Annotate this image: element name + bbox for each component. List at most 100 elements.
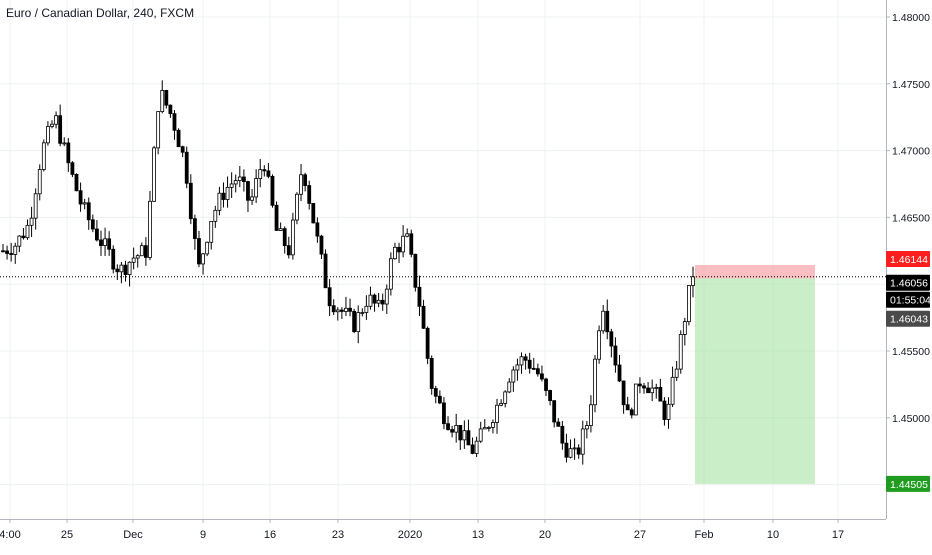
- candle-body: [625, 404, 630, 411]
- candle-body: [584, 425, 589, 430]
- target-price-label: 1.44505: [886, 475, 930, 492]
- candle-body: [642, 385, 646, 389]
- time-tick-label: Feb: [695, 529, 714, 541]
- candle-body: [401, 235, 406, 253]
- candle-body: [115, 268, 120, 273]
- candle-body: [380, 299, 385, 305]
- candle-body: [376, 299, 381, 304]
- candle-body: [217, 192, 222, 211]
- candle-body: [90, 219, 95, 230]
- candle-body: [286, 245, 291, 256]
- candle-body: [478, 428, 483, 442]
- candle-body: [609, 331, 614, 347]
- candle-body: [572, 447, 577, 450]
- candle-body: [674, 368, 679, 378]
- candle-body: [597, 330, 601, 360]
- candle-body: [544, 378, 548, 391]
- candle-body: [315, 222, 320, 237]
- stop-price-label: 1.46144: [886, 250, 930, 267]
- candle-body: [437, 395, 442, 404]
- take-profit-zone[interactable]: [695, 278, 815, 484]
- candle-body: [507, 381, 512, 393]
- candle-body: [397, 246, 401, 253]
- candle-body: [523, 356, 528, 361]
- candle-body: [180, 146, 185, 153]
- time-tick-label: 4:00: [0, 529, 21, 541]
- candle-body: [515, 364, 520, 371]
- candle-body: [446, 423, 450, 430]
- price-axis[interactable]: 1.48000 1.47500 1.47000 1.46500 1.45500 1.450…: [886, 12, 930, 425]
- candle-body: [654, 387, 659, 389]
- candlestick-series: [1, 80, 695, 465]
- candle-body: [613, 345, 618, 366]
- time-tick-label: Dec: [123, 529, 143, 541]
- candle-body: [282, 228, 287, 247]
- candle-body: [470, 444, 475, 454]
- candle-body: [258, 169, 263, 180]
- candle-body: [168, 104, 173, 115]
- time-tick-label: 13: [472, 529, 484, 541]
- candle-body: [192, 218, 197, 239]
- time-tick-label: 2020: [398, 529, 422, 541]
- entry-price-text: 1.46043: [890, 314, 928, 326]
- candle-body: [576, 447, 581, 455]
- candle-body: [323, 253, 328, 289]
- candle-body: [290, 219, 295, 256]
- candle-body: [25, 224, 30, 239]
- candle-body: [246, 181, 250, 201]
- candle-body: [421, 305, 426, 329]
- candle-body: [348, 307, 352, 312]
- time-tick-label: 9: [200, 529, 206, 541]
- candle-body: [184, 151, 189, 184]
- current-price-label: 1.46056: [886, 274, 930, 291]
- symbol-legend[interactable]: Euro / Canadian Dollar, 240, FXCM: [6, 6, 195, 20]
- candle-body: [225, 186, 230, 200]
- candle-body: [499, 403, 504, 406]
- candle-body: [482, 427, 487, 430]
- candle-body: [393, 246, 397, 260]
- candle-body: [172, 113, 177, 131]
- candle-body: [682, 321, 687, 335]
- candle-body: [462, 430, 467, 441]
- price-tick-label: 1.48000: [892, 12, 930, 24]
- candle-body: [503, 391, 508, 404]
- candle-body: [221, 192, 226, 200]
- candle-body: [270, 175, 275, 206]
- candle-body: [580, 428, 585, 455]
- time-tick-label: 10: [767, 529, 779, 541]
- time-tick-label: 16: [264, 529, 276, 541]
- candle-body: [237, 176, 242, 181]
- price-tick-label: 1.45500: [892, 346, 930, 358]
- candle-body: [621, 380, 626, 406]
- candle-body: [335, 309, 340, 313]
- candle-body: [274, 204, 279, 231]
- candle-body: [458, 425, 463, 441]
- candle-body: [37, 169, 42, 195]
- time-axis[interactable]: 4:00 25 Dec 9 16 23 2020 13 20 27 Feb 10 17: [0, 519, 844, 541]
- candle-body: [66, 142, 71, 164]
- candle-body: [70, 162, 75, 175]
- candle-body: [241, 176, 246, 182]
- candle-body: [629, 409, 634, 416]
- candle-body: [254, 178, 259, 198]
- candle-body: [21, 235, 26, 239]
- candle-body: [356, 312, 361, 333]
- candle-body: [560, 425, 565, 444]
- candle-body: [633, 383, 638, 416]
- candle-body: [164, 90, 169, 106]
- entry-price-label: 1.46043: [886, 310, 930, 327]
- candle-body: [687, 285, 691, 323]
- candle-body: [691, 276, 695, 286]
- candle-body: [650, 387, 655, 394]
- stop-loss-zone[interactable]: [695, 264, 815, 279]
- countdown-label: 01:55:04: [886, 291, 931, 308]
- candle-body: [646, 387, 650, 394]
- candle-body: [339, 309, 344, 312]
- candle-body: [413, 253, 418, 288]
- target-price-text: 1.44505: [890, 479, 928, 491]
- candle-body: [229, 183, 234, 188]
- candle-body: [107, 238, 112, 250]
- candle-body: [13, 245, 18, 255]
